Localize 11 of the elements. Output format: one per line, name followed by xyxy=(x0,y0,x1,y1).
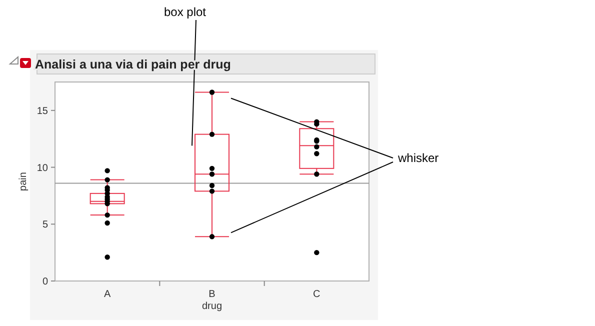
x-axis-title: drug xyxy=(202,301,222,312)
y-tick-label: 0 xyxy=(42,276,48,288)
y-tick-label: 15 xyxy=(36,106,48,117)
x-tick-label: C xyxy=(313,289,320,300)
x-tick-label: A xyxy=(104,289,111,300)
y-tick-label: 5 xyxy=(42,220,48,231)
text: box plot xyxy=(164,5,207,19)
y-axis-title: pain xyxy=(18,172,29,191)
x-tick-label: B xyxy=(208,289,216,300)
text: whisker xyxy=(397,151,439,165)
y-tick-label: 10 xyxy=(36,162,48,174)
